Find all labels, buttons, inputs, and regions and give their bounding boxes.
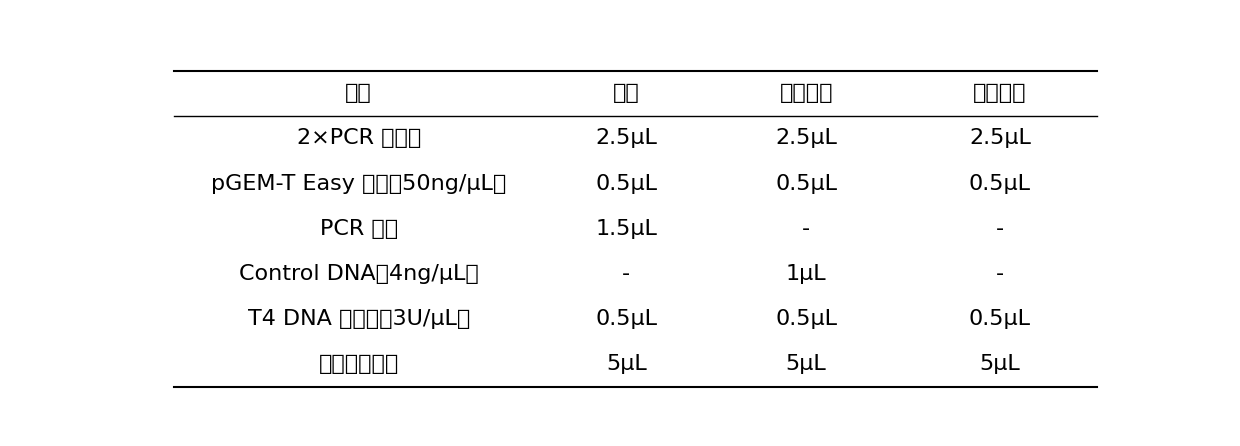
Text: 2.5μL: 2.5μL (595, 128, 657, 149)
Text: PCR 产物: PCR 产物 (320, 219, 398, 239)
Text: T4 DNA 连接醂（3U/μL）: T4 DNA 连接醂（3U/μL） (248, 309, 470, 329)
Text: -: - (996, 219, 1004, 239)
Text: 1μL: 1μL (786, 264, 827, 284)
Text: 0.5μL: 0.5μL (968, 309, 1030, 329)
Text: 0.5μL: 0.5μL (595, 309, 657, 329)
Text: 5μL: 5μL (786, 354, 827, 374)
Text: 0.5μL: 0.5μL (775, 173, 837, 194)
Text: 2.5μL: 2.5μL (775, 128, 837, 149)
Text: 阴性对照: 阴性对照 (973, 83, 1027, 103)
Text: pGEM-T Easy 载体（50ng/μL）: pGEM-T Easy 载体（50ng/μL） (211, 173, 506, 194)
Text: 1.5μL: 1.5μL (595, 219, 657, 239)
Text: 2×PCR 缓冲液: 2×PCR 缓冲液 (296, 128, 420, 149)
Text: 0.5μL: 0.5μL (775, 309, 837, 329)
Text: 5μL: 5μL (606, 354, 646, 374)
Text: -: - (996, 264, 1004, 284)
Text: 0.5μL: 0.5μL (595, 173, 657, 194)
Text: 补去离子水至: 补去离子水至 (319, 354, 399, 374)
Text: 5μL: 5μL (980, 354, 1021, 374)
Text: -: - (622, 264, 630, 284)
Text: -: - (802, 219, 810, 239)
Text: 阳性对照: 阳性对照 (780, 83, 833, 103)
Text: Control DNA（4ng/μL）: Control DNA（4ng/μL） (239, 264, 479, 284)
Text: 反应: 反应 (613, 83, 640, 103)
Text: 0.5μL: 0.5μL (968, 173, 1030, 194)
Text: 名称: 名称 (346, 83, 372, 103)
Text: 2.5μL: 2.5μL (968, 128, 1030, 149)
